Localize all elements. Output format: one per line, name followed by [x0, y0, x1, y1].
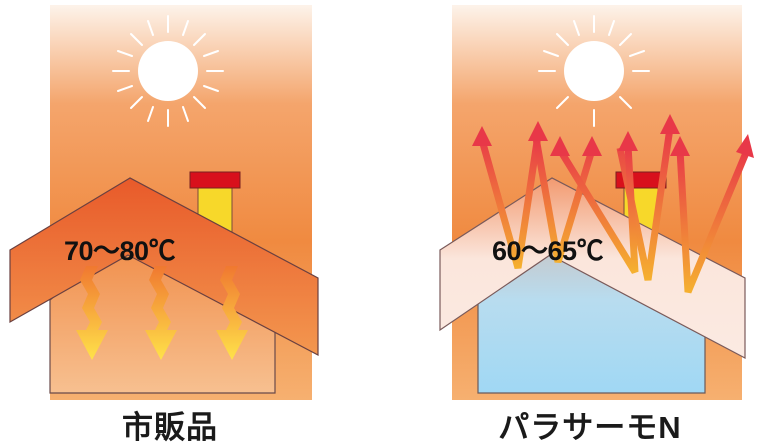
commercial-roof-temperature: 70～80℃: [64, 236, 176, 266]
sun-icon: [538, 15, 650, 127]
parathermo-caption: パラサーモN: [498, 410, 682, 445]
heat-arrow-2: [145, 266, 177, 360]
heat-arrow-1: [76, 266, 108, 360]
sun-icon: [112, 15, 224, 127]
reflect-arrow-4: [557, 144, 639, 274]
right-panel-parathermo: [430, 0, 757, 400]
reflected-sunlight-arrows: [478, 127, 752, 294]
parathermo-roof-temperature: 60～65℃: [492, 236, 604, 266]
parathermo-house-illustration: [439, 5, 754, 400]
heat-transfer-arrows: [76, 266, 248, 360]
left-panel-commercial: [0, 0, 330, 400]
reflect-arrow-1: [478, 134, 542, 269]
reflect-arrow-5: [676, 146, 752, 294]
commercial-caption: 市販品: [122, 410, 218, 445]
commercial-house-illustration: [9, 5, 319, 400]
reflected-arrow-heads: [472, 114, 754, 158]
heat-arrow-3: [216, 266, 248, 360]
house-roof-coated: [439, 177, 746, 359]
